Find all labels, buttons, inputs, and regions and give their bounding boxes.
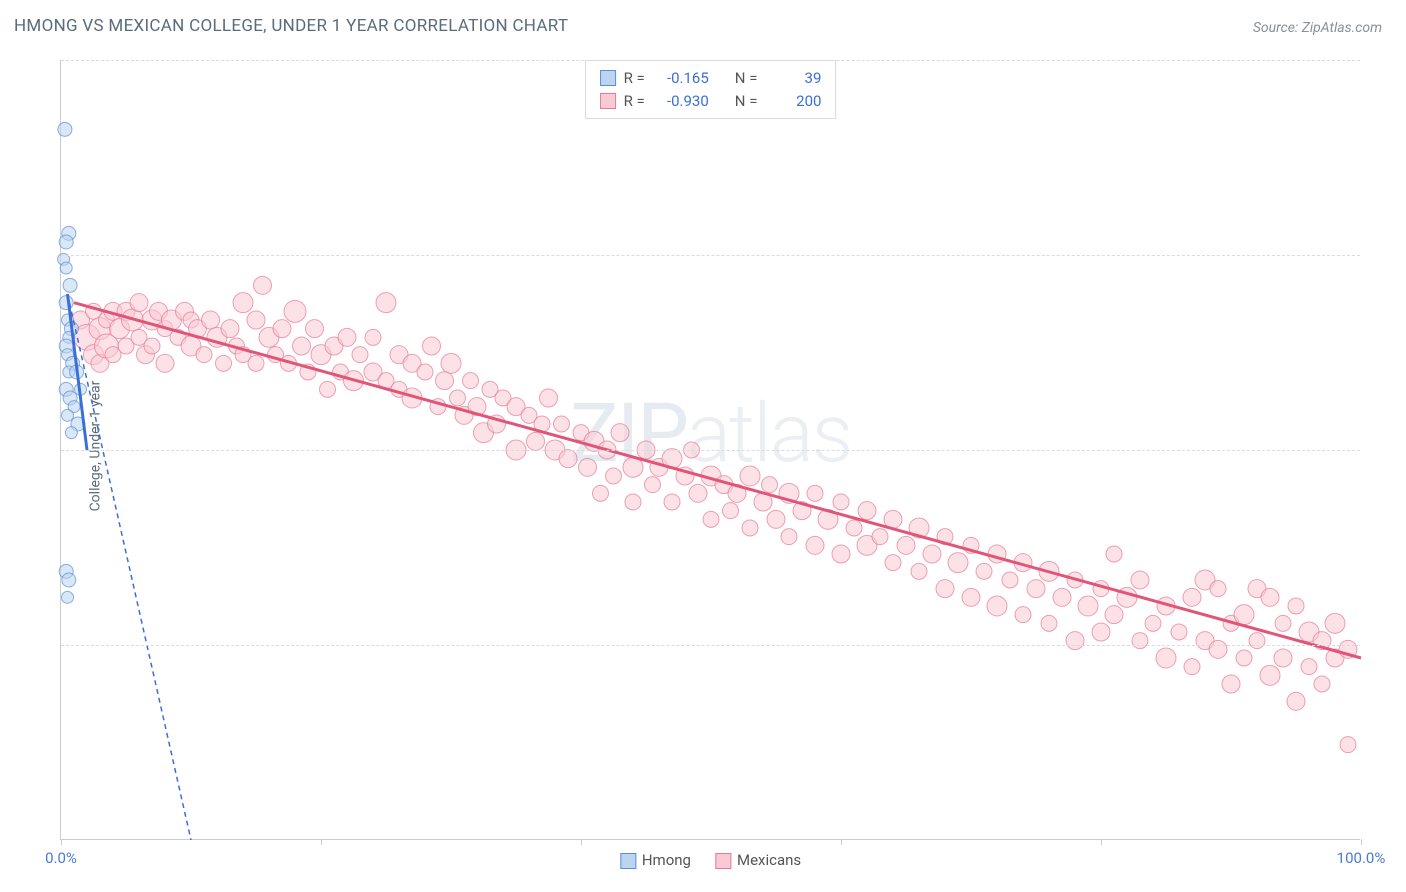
chart-source: Source: ZipAtlas.com	[1253, 20, 1382, 36]
x-tick-label: 0.0%	[45, 849, 77, 867]
gridline	[61, 60, 1360, 61]
x-tick	[1101, 839, 1102, 845]
swatch-mexicans-icon	[715, 853, 731, 869]
swatch-hmong-icon	[620, 853, 636, 869]
x-tick	[1361, 839, 1362, 845]
stats-legend: R = -0.165 N = 39 R = -0.930 N = 200	[585, 60, 837, 119]
plot-area: ZIPatlas R = -0.165 N = 39 R = -0.930 N …	[60, 60, 1360, 840]
swatch-mexicans	[600, 93, 616, 109]
swatch-hmong	[600, 70, 616, 86]
legend-item-hmong: Hmong	[620, 851, 691, 869]
x-tick	[841, 839, 842, 845]
correlation-chart: HMONG VS MEXICAN COLLEGE, UNDER 1 YEAR C…	[10, 10, 1396, 882]
x-tick-label: 100.0%	[1337, 849, 1386, 867]
x-tick	[61, 839, 62, 845]
x-tick	[581, 839, 582, 845]
gridline	[61, 255, 1360, 256]
gridline	[61, 645, 1360, 646]
gridline	[61, 450, 1360, 451]
stats-row-mexicans: R = -0.930 N = 200	[600, 90, 822, 113]
chart-title: HMONG VS MEXICAN COLLEGE, UNDER 1 YEAR C…	[14, 16, 568, 36]
stats-row-hmong: R = -0.165 N = 39	[600, 67, 822, 90]
x-tick	[321, 839, 322, 845]
legend-item-mexicans: Mexicans	[715, 851, 801, 869]
series-legend: Hmong Mexicans	[620, 851, 801, 869]
